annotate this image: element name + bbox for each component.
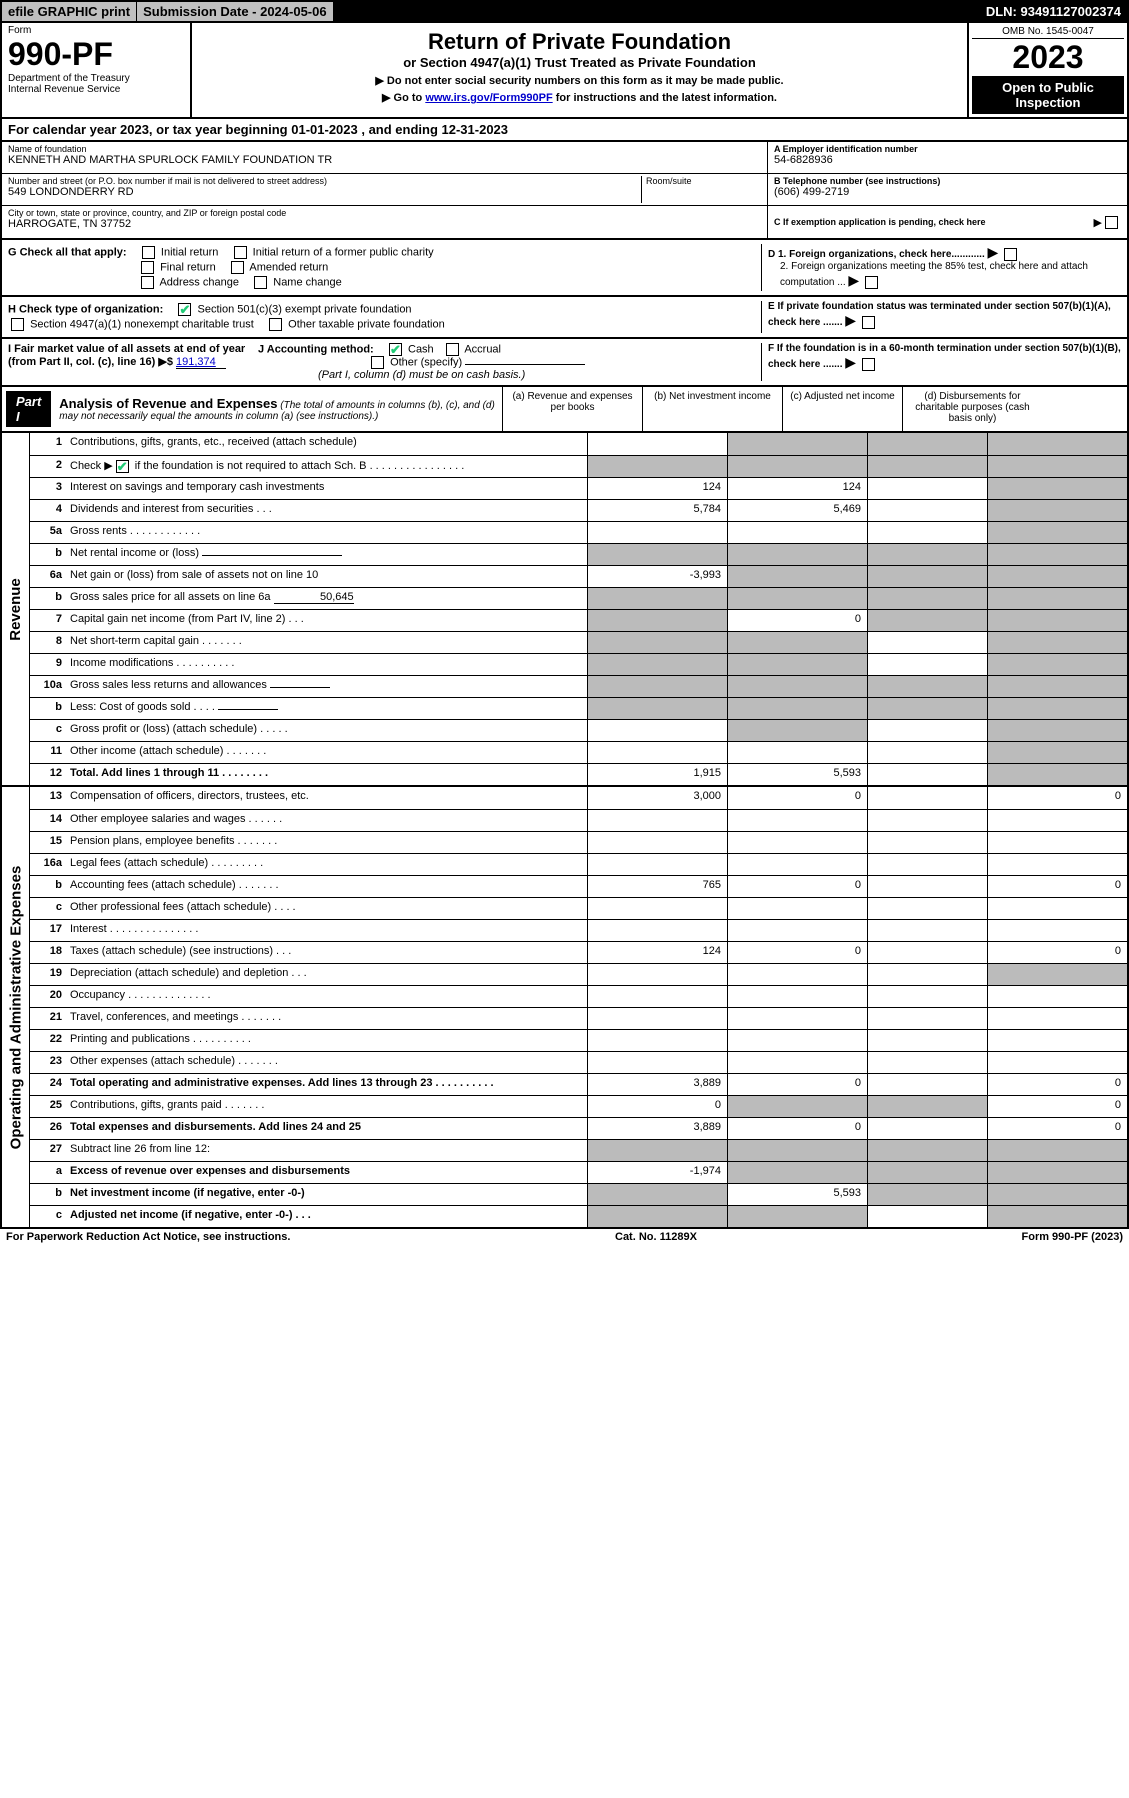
form-subtitle: or Section 4947(a)(1) Trust Treated as P… [198, 55, 961, 70]
expenses-label: Operating and Administrative Expenses [7, 865, 24, 1149]
form-ref: Form 990-PF (2023) [1022, 1231, 1123, 1243]
d2-checkbox[interactable] [865, 276, 878, 289]
g-label: G Check all that apply: [8, 246, 127, 258]
f-checkbox[interactable] [862, 358, 875, 371]
efile-print-button[interactable]: efile GRAPHIC print [2, 2, 137, 21]
form-title: Return of Private Foundation [198, 29, 961, 55]
j-label: J Accounting method: [258, 343, 374, 355]
part1-label: Part I [6, 391, 51, 427]
j-other-checkbox[interactable] [371, 356, 384, 369]
name-label: Name of foundation [8, 144, 761, 154]
revenue-section: Revenue 1Contributions, gifts, grants, e… [0, 433, 1129, 787]
col-a-header: (a) Revenue and expenses per books [502, 387, 642, 431]
c-checkbox[interactable] [1105, 216, 1118, 229]
g-amended-checkbox[interactable] [231, 261, 244, 274]
calendar-year-row: For calendar year 2023, or tax year begi… [0, 119, 1129, 142]
page-footer: For Paperwork Reduction Act Notice, see … [0, 1229, 1129, 1245]
d1-checkbox[interactable] [1004, 248, 1017, 261]
phone-label: B Telephone number (see instructions) [774, 176, 1121, 186]
form-label: Form [8, 25, 184, 36]
part1-header: Part I Analysis of Revenue and Expenses … [0, 387, 1129, 433]
check-section-h: H Check type of organization: Section 50… [0, 297, 1129, 339]
g-initial-checkbox[interactable] [142, 246, 155, 259]
irs-label: Internal Revenue Service [8, 84, 184, 95]
revenue-label: Revenue [7, 578, 24, 641]
dln: DLN: 93491127002374 [334, 2, 1127, 21]
arrow-icon: ▶ [1094, 216, 1102, 229]
col-d-header: (d) Disbursements for charitable purpose… [902, 387, 1042, 431]
c-exemption-label: C If exemption application is pending, c… [774, 217, 1094, 227]
ein-label: A Employer identification number [774, 144, 1121, 154]
omb-number: OMB No. 1545-0047 [972, 26, 1124, 39]
foundation-name: KENNETH AND MARTHA SPURLOCK FAMILY FOUND… [8, 154, 761, 166]
col-b-header: (b) Net investment income [642, 387, 782, 431]
dept-treasury: Department of the Treasury [8, 73, 184, 84]
goto-note: ▶ Go to www.irs.gov/Form990PF for instru… [198, 91, 961, 104]
street-address: 549 LONDONDERRY RD [8, 186, 641, 198]
check-section-ij: I Fair market value of all assets at end… [0, 339, 1129, 387]
tax-year: 2023 [972, 39, 1124, 76]
irs-link[interactable]: www.irs.gov/Form990PF [425, 92, 552, 104]
expenses-section: Operating and Administrative Expenses 13… [0, 787, 1129, 1229]
j-note: (Part I, column (d) must be on cash basi… [258, 369, 761, 381]
g-initial-pub-checkbox[interactable] [234, 246, 247, 259]
suite-label: Room/suite [646, 176, 761, 186]
h-other-tax-checkbox[interactable] [269, 318, 282, 331]
phone-value: (606) 499-2719 [774, 186, 1121, 198]
ssn-note: ▶ Do not enter social security numbers o… [198, 74, 961, 87]
form-header: Form 990-PF Department of the Treasury I… [0, 23, 1129, 119]
schb-checkbox[interactable] [116, 460, 129, 473]
h-501c3-checkbox[interactable] [178, 303, 191, 316]
city-state-zip: HARROGATE, TN 37752 [8, 218, 761, 230]
j-cash-checkbox[interactable] [389, 343, 402, 356]
i-fmv-link[interactable]: 191,374 [176, 356, 226, 369]
check-section-g: G Check all that apply: Initial return I… [0, 240, 1129, 297]
submission-date: Submission Date - 2024-05-06 [137, 2, 334, 21]
foundation-info: Name of foundation KENNETH AND MARTHA SP… [0, 142, 1129, 240]
g-addr-checkbox[interactable] [141, 276, 154, 289]
h-label: H Check type of organization: [8, 303, 163, 315]
j-accrual-checkbox[interactable] [446, 343, 459, 356]
g-name-checkbox[interactable] [254, 276, 267, 289]
open-to-public: Open to Public Inspection [972, 76, 1124, 114]
cat-number: Cat. No. 11289X [615, 1231, 697, 1243]
e-checkbox[interactable] [862, 316, 875, 329]
h-4947-checkbox[interactable] [11, 318, 24, 331]
paperwork-notice: For Paperwork Reduction Act Notice, see … [6, 1231, 290, 1243]
city-label: City or town, state or province, country… [8, 208, 761, 218]
g-final-checkbox[interactable] [141, 261, 154, 274]
ein-value: 54-6828936 [774, 154, 1121, 166]
header-bar: efile GRAPHIC print Submission Date - 20… [0, 0, 1129, 23]
addr-label: Number and street (or P.O. box number if… [8, 176, 641, 186]
form-number: 990-PF [8, 36, 184, 73]
col-c-header: (c) Adjusted net income [782, 387, 902, 431]
